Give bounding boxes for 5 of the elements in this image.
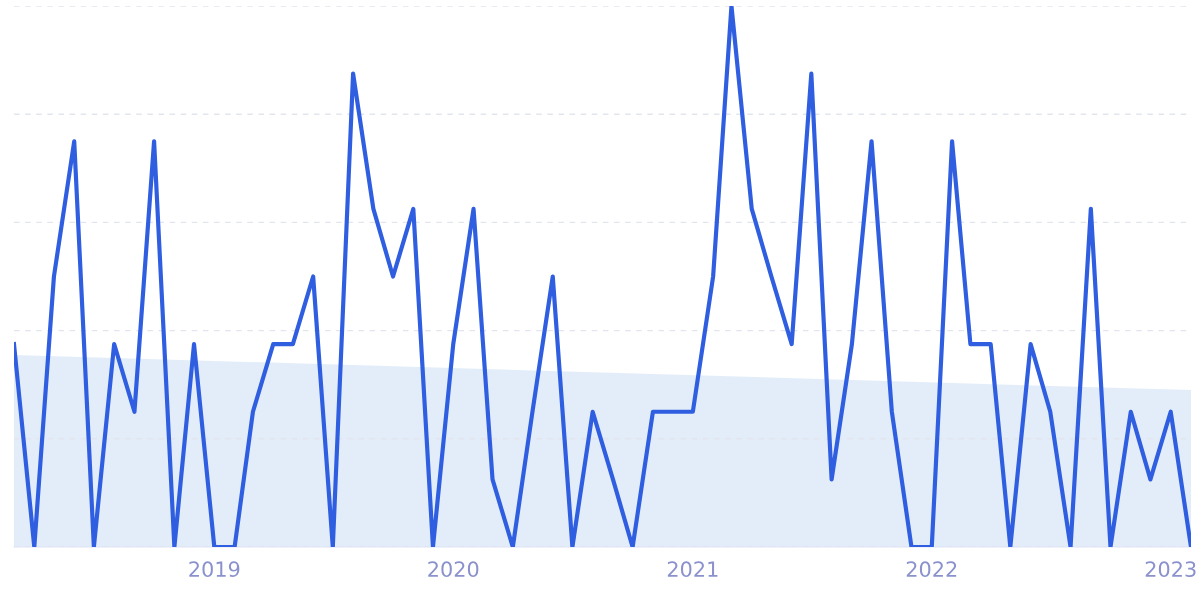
x-tick-label: 2021 xyxy=(667,561,718,578)
x-tick-label: 2020 xyxy=(428,561,479,578)
x-tick-label: 2019 xyxy=(189,561,240,578)
x-tick-label: 2023 xyxy=(1145,561,1196,578)
x-tick-label: 2022 xyxy=(906,561,957,578)
